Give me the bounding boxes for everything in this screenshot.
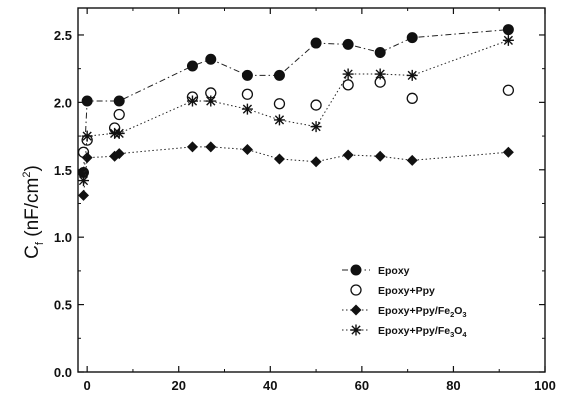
series-line bbox=[82, 29, 509, 173]
y-tick-label: 0.5 bbox=[54, 298, 72, 313]
data-point bbox=[77, 175, 89, 187]
data-point bbox=[342, 68, 354, 80]
data-point bbox=[502, 24, 514, 36]
plot-frame bbox=[77, 7, 546, 373]
data-point bbox=[406, 92, 418, 104]
data-point bbox=[81, 95, 93, 107]
data-point bbox=[186, 95, 198, 107]
series-1 bbox=[77, 24, 514, 178]
plot-border bbox=[77, 7, 546, 373]
data-point bbox=[241, 144, 253, 156]
data-point bbox=[273, 153, 285, 165]
data-point bbox=[113, 108, 125, 121]
data-point bbox=[81, 152, 93, 164]
legend-label: Epoxy+Ppy/Fe2O3 bbox=[378, 305, 467, 319]
x-tick-label: 0 bbox=[84, 378, 91, 393]
y-axis: 0.0 0.5 1.0 1.5 2.0 2.5 bbox=[54, 28, 545, 380]
data-point bbox=[77, 189, 89, 201]
y-tick-label: 1.0 bbox=[54, 230, 72, 245]
legend-entry-2: Epoxy+Ppy bbox=[350, 284, 435, 297]
data-point bbox=[113, 148, 125, 160]
data-point bbox=[406, 69, 418, 81]
data-point bbox=[186, 60, 198, 72]
x-tick-label: 60 bbox=[355, 378, 369, 393]
data-point bbox=[310, 156, 322, 168]
legend-marker bbox=[350, 324, 362, 336]
y-tick-label: 2.5 bbox=[54, 28, 72, 43]
data-point bbox=[406, 32, 418, 44]
data-point bbox=[241, 88, 254, 100]
legend-marker bbox=[350, 264, 362, 276]
data-point bbox=[342, 149, 354, 161]
legend-marker bbox=[350, 304, 362, 316]
data-point bbox=[310, 37, 322, 49]
legend: Epoxy Epoxy+Ppy Epoxy+Ppy/Fe2O3 Epoxy+Ppy/F… bbox=[342, 264, 467, 339]
series-line bbox=[82, 146, 509, 196]
y-tick-label: 2.0 bbox=[54, 95, 72, 110]
data-point bbox=[273, 114, 285, 126]
legend-entry-3: Epoxy+Ppy/Fe2O3 bbox=[342, 304, 467, 319]
data-point bbox=[113, 127, 125, 139]
y-tick-label: 0.0 bbox=[54, 365, 72, 380]
x-axis: 0 20 40 60 80 100 bbox=[84, 8, 556, 393]
data-point bbox=[374, 150, 386, 162]
data-point bbox=[374, 68, 386, 80]
data-point bbox=[406, 154, 418, 166]
series-layer bbox=[77, 24, 515, 201]
series-3 bbox=[77, 141, 514, 201]
data-point bbox=[186, 141, 198, 153]
data-point bbox=[502, 146, 514, 158]
x-tick-label: 100 bbox=[534, 378, 556, 393]
data-point bbox=[241, 103, 253, 115]
data-point bbox=[310, 99, 322, 111]
data-point bbox=[205, 141, 217, 153]
y-tick-label: 1.5 bbox=[54, 163, 72, 178]
data-point bbox=[342, 79, 354, 91]
data-point bbox=[502, 34, 514, 46]
x-tick-label: 80 bbox=[446, 378, 460, 393]
data-point bbox=[241, 69, 253, 81]
series-4 bbox=[77, 34, 514, 187]
y-axis-label: Cf (nF/cm2) bbox=[21, 165, 46, 259]
data-point bbox=[273, 98, 286, 110]
legend-entry-1: Epoxy bbox=[342, 264, 410, 277]
x-tick-label: 20 bbox=[171, 378, 185, 393]
legend-label: Epoxy+Ppy/Fe3O4 bbox=[378, 325, 467, 339]
data-point bbox=[205, 53, 217, 65]
legend-entry-4: Epoxy+Ppy/Fe3O4 bbox=[342, 324, 467, 339]
data-point bbox=[374, 46, 386, 58]
x-tick-label: 40 bbox=[263, 378, 277, 393]
data-point bbox=[502, 84, 515, 96]
data-point bbox=[310, 121, 322, 133]
legend-label: Epoxy+Ppy bbox=[378, 285, 435, 297]
data-point bbox=[342, 38, 354, 50]
legend-label: Epoxy bbox=[378, 265, 410, 277]
legend-marker bbox=[350, 284, 362, 296]
data-point bbox=[273, 69, 285, 81]
data-point bbox=[205, 95, 217, 107]
data-point bbox=[81, 130, 93, 142]
data-point bbox=[113, 95, 125, 107]
